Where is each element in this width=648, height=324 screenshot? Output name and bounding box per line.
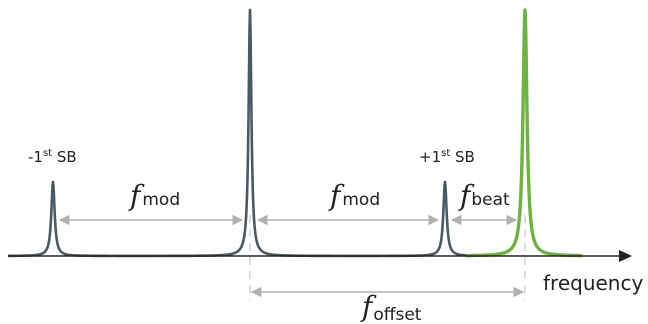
fmod-right-label: f mod <box>328 179 380 212</box>
fmod-right-subscript: mod <box>342 190 380 210</box>
foffset-subscript: offset <box>373 305 421 324</box>
plus-first-sideband-label-tail: SB <box>450 148 475 166</box>
frequency-axis-label: frequency <box>543 271 643 295</box>
foffset-label: foffset <box>360 290 422 324</box>
fbeat-label: fbeat <box>458 179 510 212</box>
minus-first-sideband-label-main: -1 <box>28 148 43 166</box>
plus-first-sideband-label: +1st SB <box>419 148 475 166</box>
minus-first-sideband-label-tail: SB <box>52 148 77 166</box>
plus-first-sideband-label-main: +1 <box>419 148 441 166</box>
plus-first-sideband-label-sup: st <box>441 148 450 159</box>
frequency-axis-arrowhead <box>619 250 632 262</box>
offset-laser-trace <box>464 8 584 258</box>
fmod-left-label: f mod <box>128 179 180 212</box>
fmod-left-subscript: mod <box>142 190 180 210</box>
modulated-laser-trace <box>7 8 469 258</box>
fbeat-subscript: beat <box>471 190 510 210</box>
minus-first-sideband-label: -1st SB <box>28 148 77 166</box>
minus-first-sideband-label-sup: st <box>43 148 52 159</box>
